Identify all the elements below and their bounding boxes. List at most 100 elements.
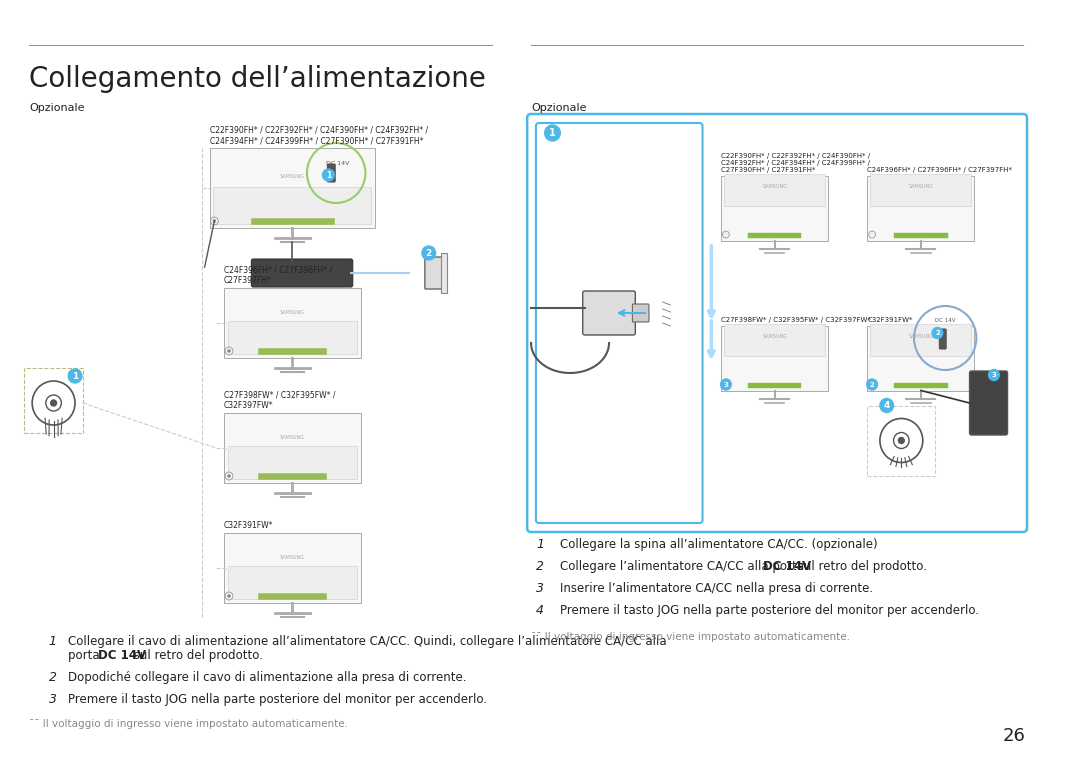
FancyBboxPatch shape (940, 329, 946, 349)
Circle shape (228, 594, 230, 597)
FancyBboxPatch shape (633, 304, 649, 322)
Text: DC 14V: DC 14V (98, 649, 146, 662)
Circle shape (225, 347, 233, 355)
Text: 2: 2 (426, 249, 432, 257)
Text: C32F391FW*: C32F391FW* (867, 317, 913, 323)
Text: Premere il tasto JOG nella parte posteriore del monitor per accenderlo.: Premere il tasto JOG nella parte posteri… (68, 693, 487, 706)
FancyBboxPatch shape (214, 187, 372, 224)
Text: 1: 1 (326, 170, 330, 179)
FancyBboxPatch shape (225, 288, 361, 358)
Circle shape (211, 217, 218, 225)
FancyBboxPatch shape (228, 446, 356, 479)
Text: C32F391FW*: C32F391FW* (225, 521, 273, 530)
Text: C27F398FW* / C32F395FW* / C32F397FW*: C27F398FW* / C32F395FW* / C32F397FW* (721, 317, 870, 323)
Text: 2: 2 (869, 382, 875, 388)
Text: SAMSUNG: SAMSUNG (280, 310, 305, 315)
FancyBboxPatch shape (867, 326, 974, 391)
Circle shape (225, 592, 233, 600)
Text: Collegare la spina all’alimentatore CA/CC. (opzionale): Collegare la spina all’alimentatore CA/C… (561, 538, 878, 551)
Circle shape (932, 327, 943, 339)
Text: Collegare il cavo di alimentazione all’alimentatore CA/CC. Quindi, collegare l’a: Collegare il cavo di alimentazione all’a… (68, 635, 666, 648)
Text: Inserire l’alimentatore CA/CC nella presa di corrente.: Inserire l’alimentatore CA/CC nella pres… (561, 582, 874, 595)
Circle shape (544, 125, 561, 141)
FancyBboxPatch shape (228, 566, 356, 599)
Text: Premere il tasto JOG nella parte posteriore del monitor per accenderlo.: Premere il tasto JOG nella parte posteri… (561, 604, 980, 617)
Circle shape (228, 475, 230, 478)
Text: C24F396FH* / C27F396FH* /
C27F397FH*: C24F396FH* / C27F396FH* / C27F397FH* (225, 266, 333, 285)
Text: Opzionale: Opzionale (29, 103, 84, 113)
FancyBboxPatch shape (747, 382, 801, 388)
Text: 26: 26 (1002, 727, 1025, 745)
Circle shape (323, 169, 334, 181)
FancyBboxPatch shape (970, 371, 1008, 435)
Circle shape (68, 369, 82, 383)
Text: SAMSUNG: SAMSUNG (280, 555, 305, 560)
Text: SAMSUNG: SAMSUNG (280, 435, 305, 440)
FancyBboxPatch shape (225, 533, 361, 603)
Circle shape (899, 437, 904, 443)
Text: 4: 4 (883, 401, 890, 410)
Text: SAMSUNG: SAMSUNG (762, 334, 787, 340)
FancyBboxPatch shape (721, 175, 828, 240)
FancyBboxPatch shape (724, 324, 825, 356)
FancyBboxPatch shape (258, 473, 326, 479)
Text: C22F390FH* / C22F392FH* / C24F390FH* /
C24F392FH* / C24F394FH* / C24F399FH* /
C2: C22F390FH* / C22F392FH* / C24F390FH* / C… (721, 153, 870, 172)
Text: 1: 1 (49, 635, 57, 648)
Text: 1: 1 (72, 372, 78, 381)
FancyBboxPatch shape (724, 173, 825, 206)
FancyBboxPatch shape (258, 593, 326, 599)
Circle shape (720, 379, 731, 390)
Text: SAMSUNG: SAMSUNG (908, 334, 933, 340)
Text: C27F398FW* / C32F395FW* /
C32F397FW*: C27F398FW* / C32F395FW* / C32F397FW* (225, 391, 336, 410)
Text: 4: 4 (536, 604, 544, 617)
Text: Opzionale: Opzionale (531, 103, 586, 113)
Text: 3: 3 (49, 693, 57, 706)
FancyBboxPatch shape (225, 413, 361, 483)
FancyBboxPatch shape (251, 218, 334, 224)
Text: C24F396FH* / C27F396FH* / C27F397FH*: C24F396FH* / C27F396FH* / C27F397FH* (867, 166, 1012, 172)
Text: DC 14V: DC 14V (762, 560, 811, 573)
Circle shape (867, 379, 877, 390)
Circle shape (868, 231, 876, 238)
Circle shape (51, 400, 56, 406)
Text: 2: 2 (935, 330, 940, 336)
FancyBboxPatch shape (747, 233, 801, 237)
Text: 3: 3 (536, 582, 544, 595)
FancyBboxPatch shape (894, 233, 947, 237)
Text: C22F390FH* / C22F392FH* / C24F390FH* / C24F392FH* /
C24F394FH* / C24F399FH* / C2: C22F390FH* / C22F392FH* / C24F390FH* / C… (210, 126, 428, 145)
Text: 1: 1 (549, 128, 556, 138)
Circle shape (723, 231, 729, 238)
Circle shape (228, 349, 230, 353)
Text: 3: 3 (991, 372, 997, 378)
Text: 3: 3 (724, 382, 728, 388)
FancyBboxPatch shape (424, 257, 443, 289)
Text: ¯¯ Il voltaggio di ingresso viene impostato automaticamente.: ¯¯ Il voltaggio di ingresso viene impost… (29, 719, 348, 729)
Text: SAMSUNG: SAMSUNG (280, 173, 305, 179)
FancyBboxPatch shape (894, 382, 947, 388)
Circle shape (988, 369, 999, 381)
Circle shape (868, 381, 876, 388)
Text: 1: 1 (536, 538, 544, 551)
Text: Dopodiché collegare il cavo di alimentazione alla presa di corrente.: Dopodiché collegare il cavo di alimentaz… (68, 671, 467, 684)
Circle shape (880, 398, 893, 413)
Text: Collegamento dell’alimentazione: Collegamento dell’alimentazione (29, 65, 486, 93)
FancyBboxPatch shape (721, 326, 828, 391)
Text: porta: porta (68, 649, 104, 662)
Text: 2: 2 (536, 560, 544, 573)
Text: sul retro del prodotto.: sul retro del prodotto. (131, 649, 264, 662)
Text: DC 14V: DC 14V (326, 160, 350, 166)
FancyBboxPatch shape (870, 173, 972, 206)
FancyBboxPatch shape (867, 175, 974, 240)
Text: DC 14V: DC 14V (935, 318, 956, 323)
FancyBboxPatch shape (583, 291, 635, 335)
Text: SAMSUNG: SAMSUNG (908, 184, 933, 189)
FancyBboxPatch shape (442, 253, 447, 293)
FancyBboxPatch shape (870, 324, 972, 356)
Circle shape (723, 381, 729, 388)
FancyBboxPatch shape (327, 164, 335, 182)
FancyBboxPatch shape (228, 321, 356, 354)
Circle shape (422, 246, 435, 260)
Text: Collegare l’alimentatore CA/CC alla porta: Collegare l’alimentatore CA/CC alla port… (561, 560, 808, 573)
FancyBboxPatch shape (258, 348, 326, 354)
Circle shape (213, 220, 216, 223)
